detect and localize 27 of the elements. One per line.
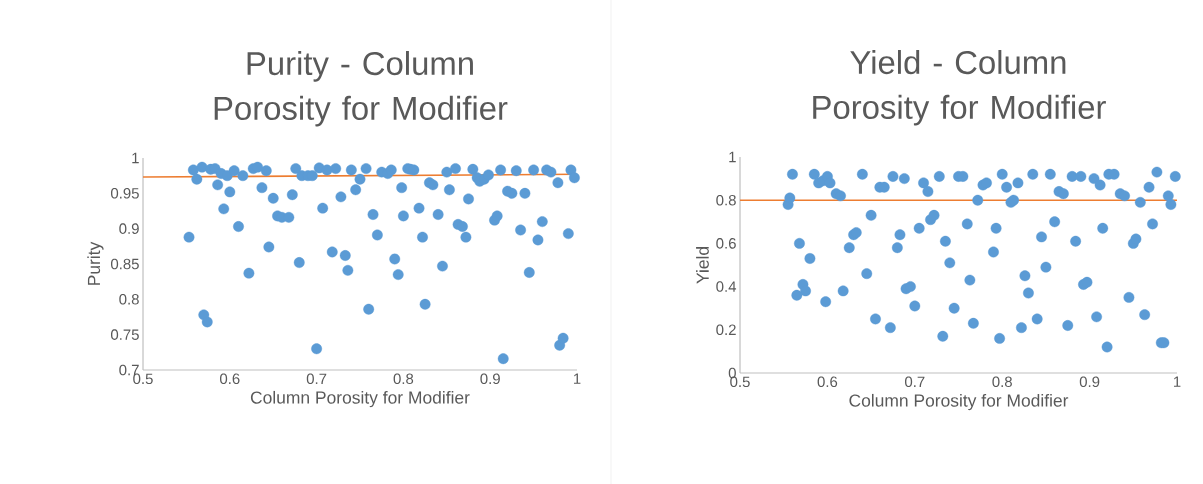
x-tick-label: 0.9 (480, 373, 500, 385)
x-tick-label: 0.6 (817, 376, 838, 388)
y-tick-label: 0.6 (716, 238, 736, 249)
x-axis-title: Column Porosity for Modifier (250, 390, 470, 408)
x-tick-label: 1 (573, 373, 581, 384)
y-tick-label: 0.8 (716, 194, 736, 206)
x-axis-title: Column Porosity for Modifier (849, 393, 1069, 411)
y-tick-label: 0.85 (110, 258, 139, 270)
y-tick-label: 0.95 (110, 188, 139, 199)
y-axis-title: Yield (696, 247, 709, 284)
y-tick-label: 0.4 (716, 281, 737, 292)
y-tick-label: 0.2 (716, 324, 736, 336)
y-axis-title: Purity (87, 241, 104, 285)
y-tick-label: 0.8 (119, 294, 139, 305)
chart-title: Purity - Column Porosity for Modifier (214, 51, 508, 127)
y-tick-label: 0.75 (110, 329, 139, 340)
x-tick-label: 0.7 (306, 373, 327, 385)
x-tick-label: 0.6 (220, 373, 240, 385)
y-tick-label: 1 (132, 152, 139, 164)
x-tick-label: 0.8 (393, 373, 414, 385)
y-tick-label: 0.9 (119, 223, 139, 234)
x-tick-label: 0.7 (905, 376, 925, 388)
y-tick-label: 1 (729, 151, 736, 163)
chart-title: Yield - Column Porosity for Modifier (813, 50, 1106, 126)
x-tick-label: 1 (1174, 376, 1181, 387)
x-tick-label: 0.9 (1079, 376, 1100, 388)
x-tick-label: 0.8 (992, 376, 1012, 388)
